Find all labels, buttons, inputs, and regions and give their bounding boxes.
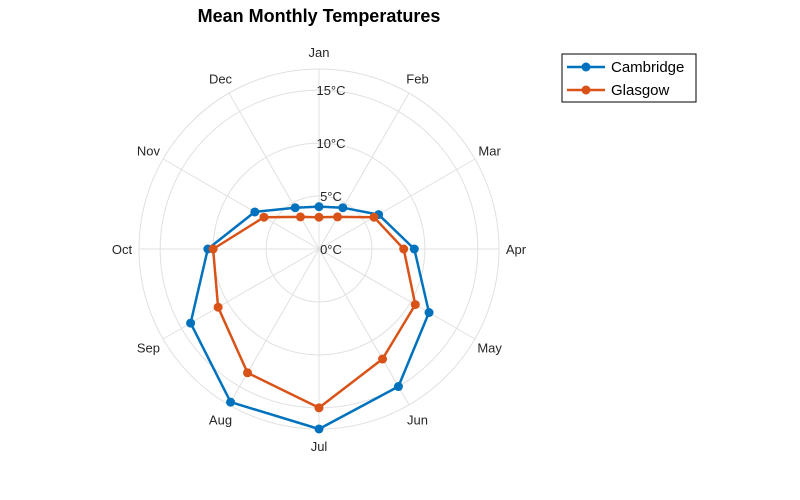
- theta-label-jun: Jun: [407, 413, 428, 428]
- data-point-cambridge-jul: [314, 424, 324, 434]
- grid-spoke: [228, 92, 320, 250]
- data-point-glasgow-mar: [369, 212, 379, 222]
- data-point-cambridge-jun: [393, 382, 403, 392]
- grid-spoke: [162, 158, 320, 250]
- theta-label-mar: Mar: [478, 144, 501, 159]
- theta-label-oct: Oct: [112, 242, 133, 257]
- series-cambridge: [186, 202, 434, 434]
- data-point-glasgow-jul: [314, 403, 324, 413]
- data-point-glasgow-jun: [378, 354, 388, 364]
- theta-label-dec: Dec: [209, 71, 233, 86]
- chart-title: Mean Monthly Temperatures: [198, 6, 441, 26]
- legend-label: Glasgow: [611, 82, 670, 99]
- data-point-glasgow-apr: [399, 244, 409, 254]
- grid-spoke: [162, 248, 320, 340]
- legend-item-glasgow[interactable]: Glasgow: [567, 82, 670, 99]
- series-layer: [186, 202, 434, 434]
- data-point-cambridge-nov: [250, 207, 260, 217]
- theta-labels: Jan Feb Mar Apr May Jun Jul Aug Sep Oct Nov Dec: [112, 45, 527, 454]
- grid-spoke: [318, 248, 476, 340]
- polar-grid: [138, 68, 500, 430]
- legend-label: Cambridge: [611, 59, 684, 76]
- radial-tick-label: 15°C: [316, 83, 345, 98]
- grid-spoke: [318, 248, 410, 406]
- legend-marker: [581, 62, 591, 72]
- legend[interactable]: Cambridge Glasgow: [561, 53, 697, 103]
- theta-label-apr: Apr: [506, 242, 527, 257]
- series-glasgow: [208, 212, 420, 413]
- grid-spoke: [318, 158, 476, 250]
- data-point-cambridge-aug: [226, 397, 236, 407]
- theta-label-aug: Aug: [209, 413, 232, 428]
- grid-spoke: [228, 248, 320, 406]
- data-point-glasgow-may: [410, 300, 420, 310]
- data-point-glasgow-nov: [259, 212, 269, 222]
- data-point-cambridge-feb: [338, 203, 348, 213]
- legend-marker: [581, 85, 591, 95]
- radial-tick-label: 5°C: [320, 189, 342, 204]
- data-point-glasgow-feb: [333, 212, 343, 222]
- theta-label-feb: Feb: [406, 71, 428, 86]
- theta-label-jan: Jan: [309, 45, 330, 60]
- data-point-glasgow-jan: [314, 212, 324, 222]
- data-point-cambridge-sep: [186, 318, 196, 328]
- data-point-glasgow-aug: [243, 368, 253, 378]
- legend-item-cambridge[interactable]: Cambridge: [567, 59, 684, 76]
- grid-spoke: [318, 92, 410, 250]
- data-point-glasgow-dec: [295, 212, 305, 222]
- theta-label-sep: Sep: [137, 341, 160, 356]
- radial-tick-labels: 0°C 5°C 10°C 15°C: [316, 83, 345, 257]
- theta-label-jul: Jul: [311, 439, 328, 454]
- radial-tick-label: 10°C: [316, 136, 345, 151]
- data-point-glasgow-sep: [213, 302, 223, 312]
- data-point-cambridge-dec: [290, 203, 300, 213]
- data-point-cambridge-apr: [409, 244, 419, 254]
- data-point-cambridge-may: [424, 308, 434, 318]
- theta-label-may: May: [477, 341, 502, 356]
- data-point-glasgow-oct: [208, 244, 218, 254]
- theta-label-nov: Nov: [137, 144, 161, 159]
- data-point-cambridge-jan: [314, 202, 324, 212]
- radial-tick-label: 0°C: [320, 242, 342, 257]
